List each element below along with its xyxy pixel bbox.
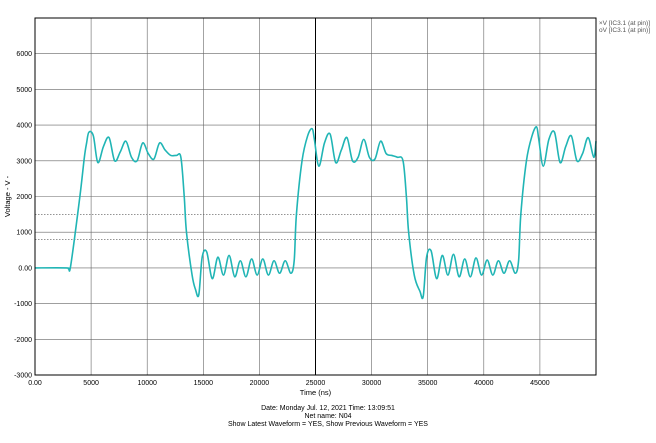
x-tick-label: 15000 xyxy=(194,380,214,387)
y-tick-label: 6000 xyxy=(16,51,32,58)
reference-lines xyxy=(35,214,596,240)
y-tick-label: 1000 xyxy=(16,230,32,237)
y-tick-label: 5000 xyxy=(16,87,32,94)
legend-entry-2: oV [IC3.1 (at pin)] xyxy=(599,27,650,34)
footer-show-waveform: Show Latest Waveform = YES, Show Previou… xyxy=(228,421,428,428)
x-tick-label: 25000 xyxy=(306,380,326,387)
y-tick-labels: -3000 -2000 -1000 0.00 1000 2000 3000 4000 5000 6… xyxy=(14,51,32,379)
x-tick-label: 45000 xyxy=(530,380,550,387)
legend-label-1: V [IC3.1 (at pin)] xyxy=(603,20,651,27)
series-line-1 xyxy=(34,126,597,300)
y-tick-label: -3000 xyxy=(14,373,32,380)
series-layer xyxy=(34,126,597,300)
x-tick-label: 20000 xyxy=(250,380,270,387)
y-tick-label: 3000 xyxy=(16,158,32,165)
x-tick-label: 5000 xyxy=(83,380,99,387)
footer-date: Date: Monday Jul. 12, 2021 Time: 13:09:5… xyxy=(261,405,395,412)
x-tick-label: 40000 xyxy=(474,380,494,387)
grid xyxy=(34,17,596,376)
y-tick-label: 4000 xyxy=(16,123,32,130)
y-tick-label: -1000 xyxy=(14,301,32,308)
legend: ×V [IC3.1 (at pin)] oV [IC3.1 (at pin)] xyxy=(599,20,650,34)
legend-marker-x: × xyxy=(599,20,603,27)
legend-label-2: V [IC3.1 (at pin)] xyxy=(603,27,651,34)
plot-frame xyxy=(34,17,597,376)
x-tick-label: 30000 xyxy=(362,380,382,387)
legend-entry-1: ×V [IC3.1 (at pin)] xyxy=(599,20,650,27)
x-tick-label: 10000 xyxy=(137,380,157,387)
legend-marker-o: o xyxy=(599,27,603,34)
y-tick-label: 0.00 xyxy=(18,265,32,272)
x-tick-label: 0.00 xyxy=(28,380,42,387)
y-axis-label: Voltage - V - xyxy=(3,175,12,217)
y-tick-label: 2000 xyxy=(16,194,32,201)
y-tick-label: -2000 xyxy=(14,337,32,344)
x-tick-labels: 0.00 5000 10000 15000 20000 25000 30000 35000 40… xyxy=(28,380,550,387)
x-tick-label: 35000 xyxy=(418,380,438,387)
footer-net-name: Net name: N04 xyxy=(304,413,352,420)
x-axis-label: Time (ns) xyxy=(300,388,332,397)
